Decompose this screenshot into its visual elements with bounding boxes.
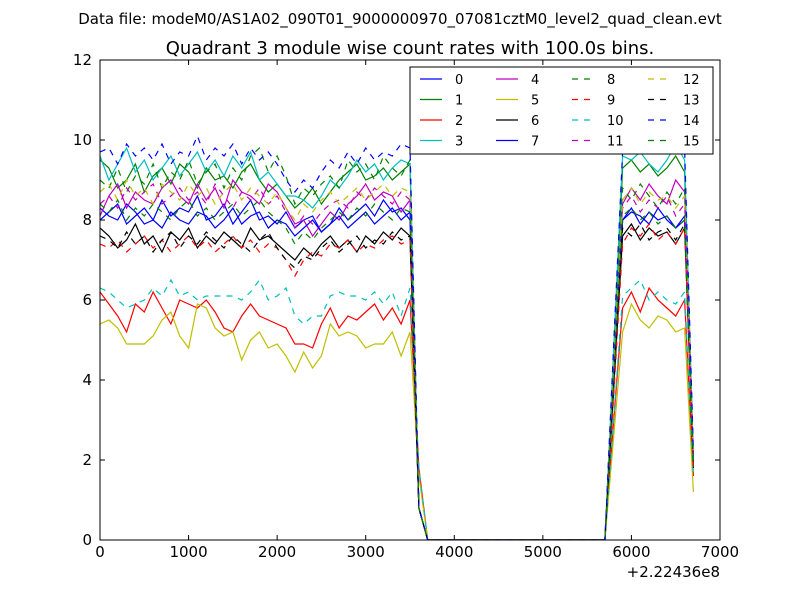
series-line-8 <box>100 146 694 540</box>
legend-label-9: 9 <box>607 94 615 109</box>
x-tick-label: 7000 <box>701 543 739 561</box>
legend-label-3: 3 <box>455 135 463 150</box>
x-tick-label: 0 <box>95 543 105 561</box>
series-line-5 <box>100 302 694 540</box>
x-tick-label: 2000 <box>258 543 296 561</box>
legend-label-10: 10 <box>607 114 624 129</box>
y-tick-label: 0 <box>82 531 92 549</box>
series-line-14 <box>100 130 694 540</box>
series-line-15 <box>100 198 694 540</box>
legend-label-0: 0 <box>455 73 463 88</box>
x-tick-label: 1000 <box>169 543 207 561</box>
y-tick-label: 8 <box>82 211 92 229</box>
x-tick-label: 6000 <box>612 543 650 561</box>
y-tick-label: 6 <box>82 291 92 309</box>
legend-label-15: 15 <box>683 135 700 150</box>
series-line-2 <box>100 286 694 540</box>
legend-label-1: 1 <box>455 94 463 109</box>
x-tick-label: 3000 <box>347 543 385 561</box>
x-offset-label: +2.22436e8 <box>627 563 720 581</box>
suptitle: Data file: modeM0/AS1A02_090T01_90000009… <box>78 10 722 29</box>
legend-label-12: 12 <box>683 73 700 88</box>
x-tick-label: 5000 <box>524 543 562 561</box>
series-line-13 <box>100 221 694 540</box>
legend-label-2: 2 <box>455 114 463 129</box>
y-tick-label: 10 <box>73 131 92 149</box>
series-line-9 <box>100 222 694 540</box>
series-layer <box>100 130 694 540</box>
y-tick-label: 2 <box>82 451 92 469</box>
legend-label-5: 5 <box>531 94 539 109</box>
series-line-11 <box>100 182 694 540</box>
series-line-1 <box>100 154 694 540</box>
legend-label-4: 4 <box>531 73 539 88</box>
series-line-10 <box>100 278 694 540</box>
series-line-7 <box>100 202 694 540</box>
x-tick-label: 4000 <box>435 543 473 561</box>
series-line-6 <box>100 222 694 540</box>
y-tick-label: 4 <box>82 371 92 389</box>
series-line-4 <box>100 178 694 540</box>
series-line-0 <box>100 194 694 540</box>
series-line-3 <box>100 142 694 540</box>
legend-label-6: 6 <box>531 114 539 129</box>
legend-label-8: 8 <box>607 73 615 88</box>
chart-title: Quadrant 3 module wise count rates with … <box>166 38 655 59</box>
legend-label-13: 13 <box>683 94 700 109</box>
legend-box <box>409 66 714 155</box>
legend-label-11: 11 <box>607 135 624 150</box>
series-line-12 <box>100 178 694 540</box>
legend-label-14: 14 <box>683 114 700 129</box>
legend-label-7: 7 <box>531 135 539 150</box>
y-tick-label: 12 <box>73 51 92 69</box>
x-axis: 0 1000 2000 3000 4000 5000 6000 7000 <box>95 60 739 561</box>
